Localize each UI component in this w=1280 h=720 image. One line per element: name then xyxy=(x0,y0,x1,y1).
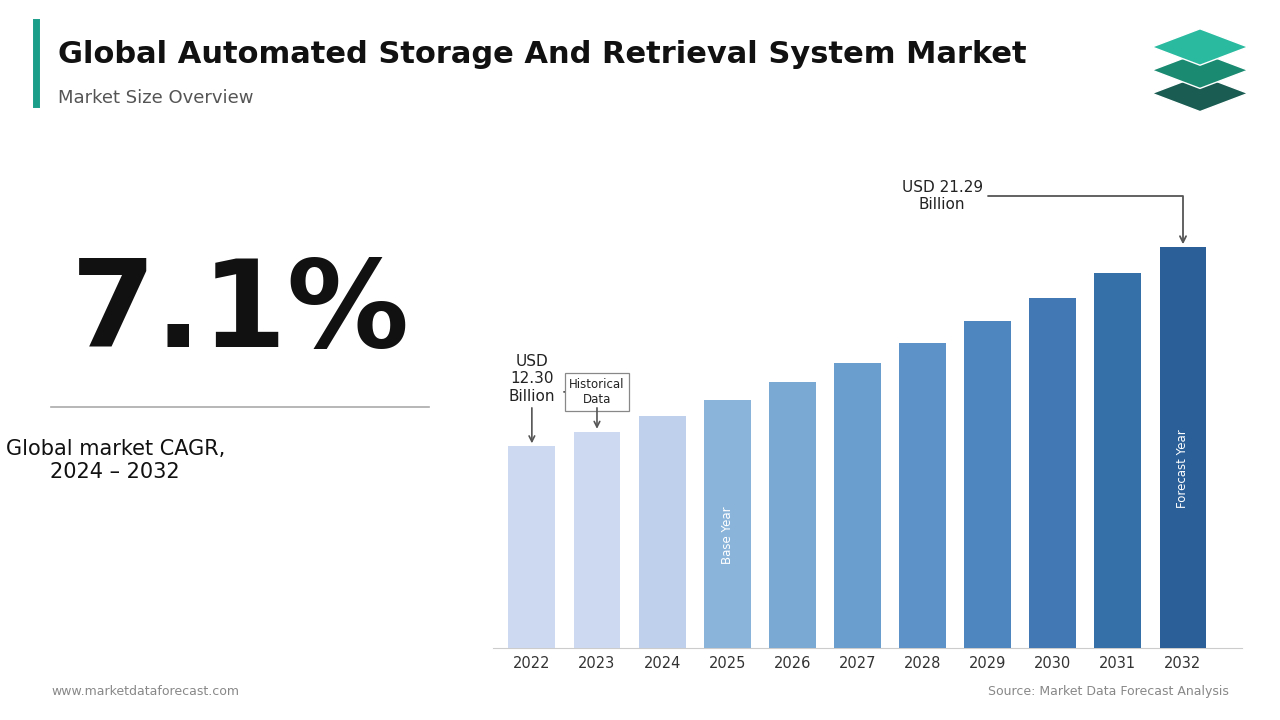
Text: USD 21.29
Billion: USD 21.29 Billion xyxy=(901,180,1187,243)
Bar xyxy=(769,382,815,648)
Text: Historical
Data: Historical Data xyxy=(570,378,625,406)
Polygon shape xyxy=(1152,75,1248,112)
Text: Source: Market Data Forecast Analysis: Source: Market Data Forecast Analysis xyxy=(988,685,1229,698)
Polygon shape xyxy=(1152,52,1248,89)
Bar xyxy=(508,446,556,648)
Bar xyxy=(964,321,1011,648)
Text: www.marketdataforecast.com: www.marketdataforecast.com xyxy=(51,685,239,698)
Bar xyxy=(704,400,750,648)
Text: Market Size Overview: Market Size Overview xyxy=(58,89,253,107)
Text: Global market CAGR,
2024 – 2032: Global market CAGR, 2024 – 2032 xyxy=(5,439,225,482)
Text: Forecast Year: Forecast Year xyxy=(1176,430,1189,508)
Bar xyxy=(639,416,686,648)
Bar xyxy=(899,343,946,648)
Text: 7.1%: 7.1% xyxy=(70,255,410,372)
Bar xyxy=(835,364,881,648)
Polygon shape xyxy=(1152,29,1248,66)
Bar xyxy=(1094,274,1142,648)
Text: Global Automated Storage And Retrieval System Market: Global Automated Storage And Retrieval S… xyxy=(58,40,1027,68)
Text: Base Year: Base Year xyxy=(721,506,733,564)
Bar xyxy=(1029,298,1076,648)
Bar xyxy=(1160,247,1207,648)
Text: USD
12.30
Billion: USD 12.30 Billion xyxy=(508,354,556,404)
Bar xyxy=(573,431,621,648)
